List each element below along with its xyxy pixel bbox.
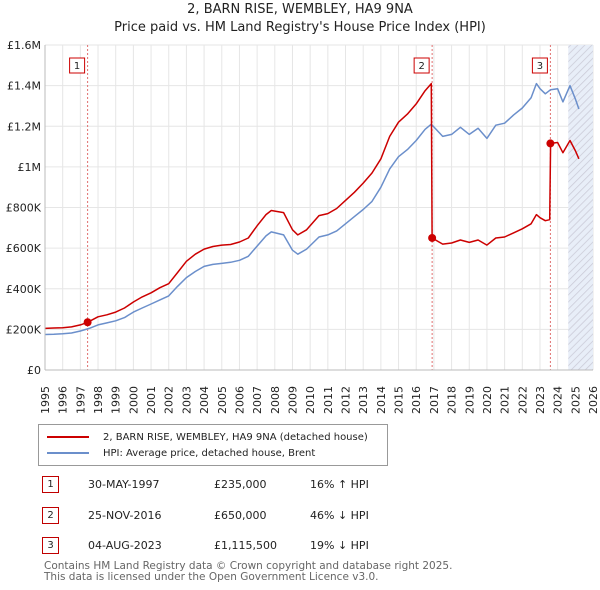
sale-label-number: 2 — [418, 61, 424, 72]
x-tick-label: 2001 — [145, 386, 158, 414]
y-tick-label: £600K — [6, 242, 42, 255]
x-tick-label: 2007 — [251, 386, 264, 414]
transaction-date: 30-MAY-1997 — [88, 478, 160, 491]
legend-swatch-property — [47, 436, 89, 438]
sale-point — [428, 233, 437, 242]
y-tick-label: £200K — [6, 323, 42, 336]
y-tick-label: £1.2M — [7, 120, 41, 133]
sale-label-box — [69, 57, 86, 74]
y-tick-label: £400K — [6, 283, 42, 296]
x-tick-label: 2015 — [393, 386, 406, 414]
sale-label-box — [413, 57, 430, 74]
x-tick-label: 2014 — [375, 386, 388, 414]
legend-item-property: 2, BARN RISE, WEMBLEY, HA9 9NA (detached… — [47, 430, 368, 444]
x-tick-label: 2000 — [127, 386, 140, 414]
sale-label-box — [531, 57, 548, 74]
x-tick-label: 2021 — [499, 386, 512, 414]
sale-point — [83, 318, 92, 327]
property-series-line — [45, 82, 580, 330]
x-tick-label: 2017 — [428, 386, 441, 414]
transaction-row: 3 04-AUG-2023 £1,115,500 19% ↓ HPI — [42, 537, 562, 555]
x-tick-label: 2018 — [446, 386, 459, 414]
transaction-row: 2 25-NOV-2016 £650,000 46% ↓ HPI — [42, 507, 562, 525]
x-tick-label: 2019 — [463, 386, 476, 414]
y-tick-label: £800K — [6, 202, 42, 215]
transaction-number-badge: 3 — [42, 537, 59, 554]
transaction-hpi-diff: 46% ↓ HPI — [310, 509, 369, 522]
y-tick-label: £1M — [18, 161, 42, 174]
copyright-footer: Contains HM Land Registry data © Crown c… — [44, 560, 453, 572]
x-tick-label: 1997 — [74, 386, 87, 414]
price-chart: 1 2 3 £0 £200K £400K £600K £800K £1M £1.2M £1.4M £… — [6, 39, 600, 414]
transaction-date: 04-AUG-2023 — [88, 539, 162, 552]
legend-swatch-hpi — [47, 452, 89, 454]
sale-label-number: 3 — [537, 61, 543, 72]
legend-label-property: 2, BARN RISE, WEMBLEY, HA9 9NA (detached… — [103, 431, 368, 443]
transaction-row: 1 30-MAY-1997 £235,000 16% ↑ HPI — [42, 476, 562, 494]
transaction-price: £235,000 — [214, 478, 267, 491]
x-tick-label: 2006 — [233, 386, 246, 414]
forecast-hatch — [568, 45, 593, 370]
x-tick-label: 2023 — [534, 386, 547, 414]
legend-box: 2, BARN RISE, WEMBLEY, HA9 9NA (detached… — [38, 424, 388, 466]
transaction-date: 25-NOV-2016 — [88, 509, 162, 522]
legend-item-hpi: HPI: Average price, detached house, Bren… — [47, 446, 315, 460]
chart-subtitle: Price paid vs. HM Land Registry's House … — [114, 20, 486, 35]
x-tick-label: 2020 — [481, 386, 494, 414]
sale-point — [546, 139, 555, 148]
x-tick-label: 2025 — [569, 386, 582, 414]
transaction-price: £1,115,500 — [214, 539, 277, 552]
x-tick-label: 2024 — [552, 386, 565, 414]
sale-label-number: 1 — [74, 61, 80, 72]
transaction-hpi-diff: 19% ↓ HPI — [310, 539, 369, 552]
transaction-price: £650,000 — [214, 509, 267, 522]
x-tick-label: 2010 — [304, 386, 317, 414]
x-tick-label: 1995 — [39, 386, 52, 414]
x-tick-label: 2022 — [516, 386, 529, 414]
chart-title: 2, BARN RISE, WEMBLEY, HA9 9NA — [187, 2, 413, 17]
x-tick-label: 2003 — [180, 386, 193, 414]
x-tick-label: 2008 — [269, 386, 282, 414]
x-tick-label: 2011 — [322, 386, 335, 414]
x-tick-label: 2004 — [198, 386, 211, 414]
y-tick-label: £0 — [27, 364, 41, 377]
y-tick-label: £1.6M — [7, 39, 41, 52]
hpi-series-line — [45, 82, 580, 336]
x-tick-label: 2013 — [357, 386, 370, 414]
x-tick-label: 1999 — [110, 386, 123, 414]
transaction-number-badge: 2 — [42, 507, 59, 524]
transaction-hpi-diff: 16% ↑ HPI — [310, 478, 369, 491]
legend-label-hpi: HPI: Average price, detached house, Bren… — [103, 447, 316, 459]
x-tick-label: 2005 — [216, 386, 229, 414]
x-tick-label: 2002 — [163, 386, 176, 414]
x-tick-label: 1998 — [92, 386, 105, 414]
y-tick-label: £1.4M — [7, 80, 41, 93]
x-tick-label: 1996 — [57, 386, 70, 414]
x-tick-label: 2016 — [410, 386, 423, 414]
transaction-number-badge: 1 — [42, 476, 59, 493]
license-footer: This data is licensed under the Open Gov… — [44, 571, 379, 583]
x-tick-label: 2026 — [587, 386, 600, 414]
x-tick-label: 2012 — [340, 386, 353, 414]
x-tick-label: 2009 — [286, 386, 299, 414]
